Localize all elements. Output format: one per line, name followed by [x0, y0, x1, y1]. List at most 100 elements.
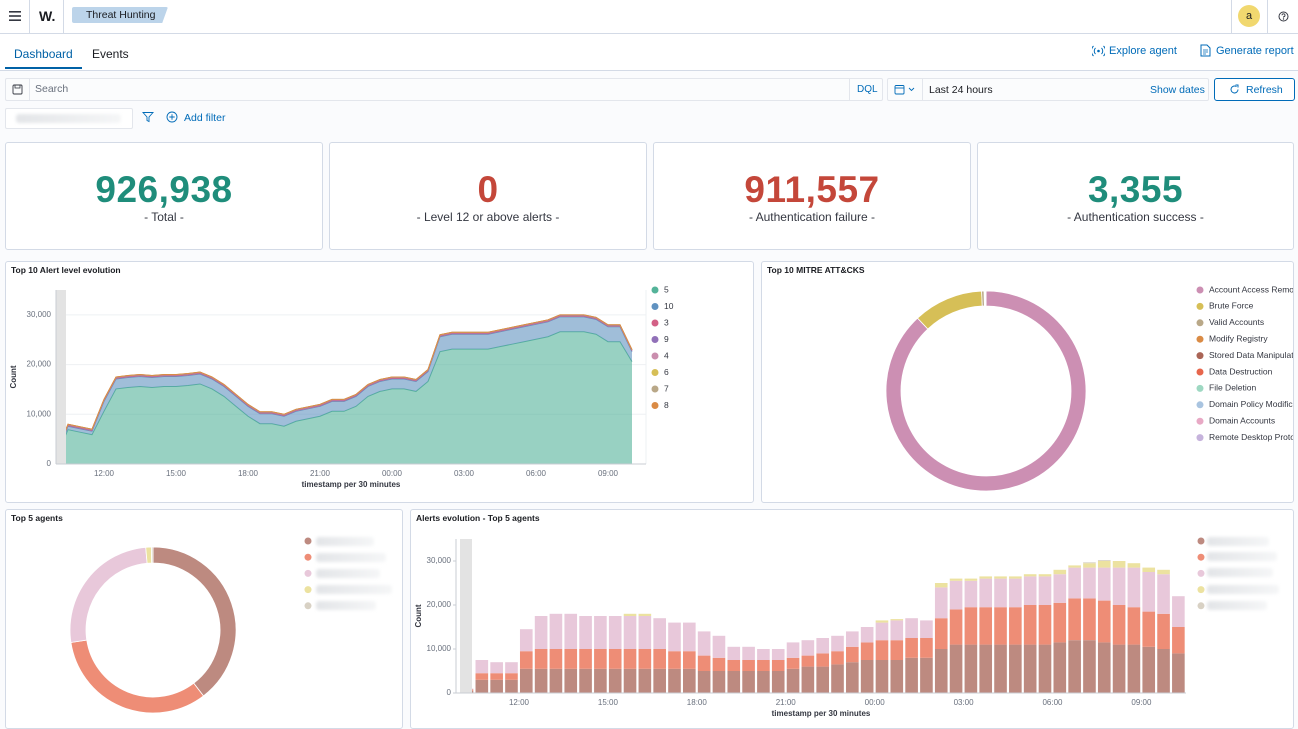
query-language-button[interactable]: DQL — [857, 84, 878, 95]
legend-swatch — [1197, 418, 1204, 425]
chart: Account Access RemoBrute ForceValid Acco… — [762, 262, 1293, 502]
pie-slice — [153, 547, 236, 696]
bar — [1024, 605, 1037, 645]
bar — [846, 647, 859, 662]
filter-icon[interactable] — [142, 111, 154, 123]
x-tick-label: 00:00 — [865, 698, 886, 707]
chart-panel: Top 5 agents — [5, 509, 403, 729]
legend-swatch — [652, 287, 659, 294]
bar — [905, 658, 918, 693]
y-axis-title: Count — [9, 365, 18, 388]
legend-swatch — [1198, 602, 1205, 609]
search-bar: Search DQL — [5, 78, 883, 101]
quick-menu-button[interactable] — [888, 79, 923, 100]
y-tick-label: 30,000 — [27, 310, 52, 319]
refresh-button[interactable]: Refresh — [1214, 78, 1295, 101]
bar — [1098, 601, 1111, 643]
generate-report-button[interactable]: Generate report — [1216, 45, 1294, 57]
y-axis-title: Count — [414, 604, 423, 627]
bar — [772, 649, 785, 660]
legend-label: Stored Data Manipulat — [1209, 350, 1293, 360]
bar — [668, 651, 681, 669]
add-filter-button[interactable]: Add filter — [184, 112, 225, 124]
y-tick-label: 10,000 — [427, 644, 452, 653]
bar — [1039, 645, 1052, 693]
bar — [713, 671, 726, 693]
bar — [1157, 570, 1170, 574]
x-axis-title: timestamp per 30 minutes — [302, 480, 401, 489]
bar — [831, 651, 844, 664]
bar — [979, 645, 992, 693]
pie-slice — [886, 291, 1086, 491]
bar — [727, 647, 740, 660]
show-dates-button[interactable]: Show dates — [1150, 84, 1205, 96]
tab[interactable]: Events — [92, 47, 129, 61]
search-input[interactable]: Search — [35, 83, 68, 95]
x-tick-label: 21:00 — [776, 698, 797, 707]
help-button[interactable] — [1278, 11, 1289, 22]
bar — [920, 638, 933, 658]
time-range[interactable]: Last 24 hours — [929, 84, 993, 96]
bar — [890, 660, 903, 693]
avatar[interactable]: a — [1238, 5, 1260, 27]
legend-swatch — [1197, 369, 1204, 376]
x-tick-label: 03:00 — [454, 469, 475, 478]
bar — [683, 669, 696, 693]
bar — [1039, 605, 1052, 645]
logo[interactable]: W. — [39, 8, 55, 24]
bar — [965, 581, 978, 607]
bar — [476, 660, 489, 673]
bar — [476, 673, 489, 680]
bar — [1009, 579, 1022, 608]
bar — [639, 669, 652, 693]
legend-swatch — [1197, 434, 1204, 441]
pie-slice — [71, 640, 204, 713]
metric-card: 3,355 - Authentication success - — [977, 142, 1294, 250]
bar — [1172, 596, 1185, 627]
bar — [831, 636, 844, 651]
legend-label: 5 — [664, 284, 669, 294]
x-tick-label: 18:00 — [238, 469, 259, 478]
bar — [1113, 605, 1126, 645]
bar — [1054, 574, 1067, 603]
bar — [965, 607, 978, 644]
bar — [1142, 612, 1155, 647]
legend-label: Domain Policy Modific — [1209, 399, 1293, 409]
metric-value: 3,355 — [978, 169, 1293, 211]
x-tick-label: 00:00 — [382, 469, 403, 478]
bar — [935, 587, 948, 618]
bar — [668, 623, 681, 652]
metric-value: 926,938 — [6, 169, 322, 211]
bar — [1009, 645, 1022, 693]
tab-underline — [5, 67, 82, 69]
bar — [905, 638, 918, 658]
bar — [535, 616, 548, 649]
saved-query-button[interactable] — [6, 79, 30, 100]
bar — [624, 616, 637, 649]
bar — [653, 669, 666, 693]
menu-button[interactable] — [8, 9, 22, 23]
bar — [609, 669, 622, 693]
blurred-legend-text — [316, 601, 376, 610]
bar — [757, 649, 770, 660]
pie-slice — [151, 547, 153, 563]
filter-pill[interactable] — [5, 108, 133, 129]
bar — [876, 660, 889, 693]
bar — [979, 579, 992, 608]
bar — [816, 653, 829, 666]
bar — [890, 640, 903, 660]
bar — [490, 673, 503, 680]
bar — [505, 680, 518, 693]
legend-swatch — [305, 538, 312, 545]
tab-active[interactable]: Dashboard — [14, 47, 73, 61]
bar — [698, 631, 711, 655]
bar — [594, 669, 607, 693]
explore-agent-button[interactable]: Explore agent — [1109, 45, 1177, 57]
bar — [861, 660, 874, 693]
breadcrumb[interactable]: Threat Hunting — [86, 9, 155, 21]
bar — [861, 627, 874, 642]
bar — [802, 640, 815, 655]
partial-bucket — [460, 539, 472, 693]
bar — [564, 614, 577, 649]
